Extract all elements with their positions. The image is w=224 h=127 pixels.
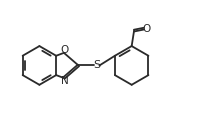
Text: O: O	[61, 45, 69, 55]
Text: S: S	[93, 60, 100, 70]
Text: N: N	[61, 76, 69, 86]
Text: O: O	[142, 24, 151, 34]
